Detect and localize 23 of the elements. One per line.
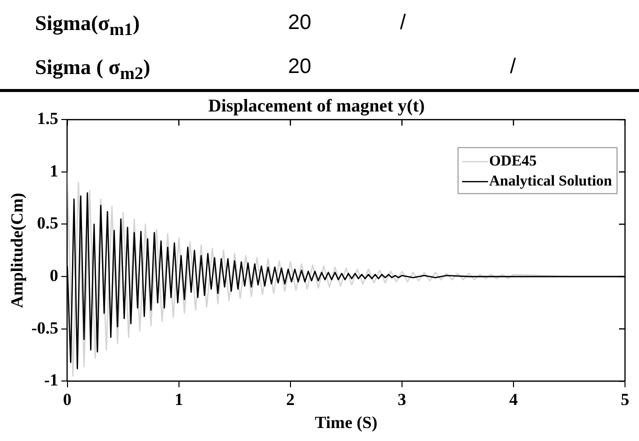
x-tick-label: 4 [509, 390, 518, 409]
x-tick-label: 5 [620, 390, 630, 409]
text: 20 [288, 54, 312, 80]
y-tick-label: 1.5 [37, 108, 58, 128]
x-tick-label: 2 [286, 390, 295, 409]
y-tick-label: 0.5 [37, 214, 58, 233]
y-tick-label: -0.5 [31, 318, 58, 338]
x-axis-title: Time (S) [314, 413, 378, 432]
legend-label: Analytical Solution [489, 173, 613, 190]
y-tick-label: 0 [50, 266, 58, 285]
y-tick-label: -1 [44, 370, 58, 390]
text: Sigma ( σ$_{m2}$) [35, 54, 150, 86]
text: 20 [288, 10, 312, 36]
y-axis-title: Amplitude(Cm) [8, 192, 27, 308]
x-tick-label: 3 [398, 390, 406, 409]
text: / [400, 10, 406, 36]
x-tick-label: 0 [63, 390, 72, 409]
x-tick-label: 1 [174, 390, 184, 409]
chart-title: Displacement of magnet y(t) [208, 95, 425, 116]
text: Sigma(σ$_{m1}$) [35, 10, 140, 42]
text: / [510, 54, 516, 80]
legend-label: ODE45 [489, 153, 537, 170]
y-tick-label: 1 [50, 161, 58, 180]
